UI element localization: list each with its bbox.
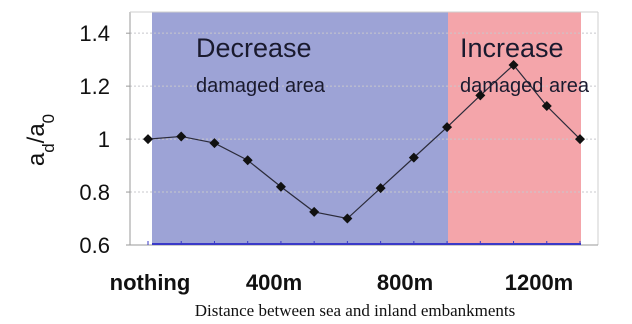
data-point xyxy=(342,213,353,224)
data-point xyxy=(475,90,486,101)
data-point xyxy=(508,59,519,70)
labels: 0.6 0.8 1 1.2 1.4 nothing 400m 800m 1200m Decreas… xyxy=(23,21,590,320)
region-increase xyxy=(448,12,581,245)
region-decrease xyxy=(152,12,448,245)
series-line xyxy=(147,64,581,220)
x-tick-label: 1200m xyxy=(505,270,574,295)
data-point xyxy=(442,122,453,133)
region-decrease-title: Decrease xyxy=(196,33,312,63)
region-increase-subtitle: damaged area xyxy=(460,75,590,97)
y-tick-label: 0.8 xyxy=(79,180,110,205)
data-point xyxy=(275,181,286,192)
data-point xyxy=(143,134,153,145)
y-tick-label: 1.4 xyxy=(79,21,110,46)
region-decrease-subtitle: damaged area xyxy=(196,75,326,97)
data-point xyxy=(176,131,187,142)
x-tick-label: 400m xyxy=(246,270,302,295)
background-regions xyxy=(152,12,581,245)
data-point xyxy=(375,183,386,194)
x-tick-label: nothing xyxy=(110,270,191,295)
data-point xyxy=(575,134,585,145)
grid xyxy=(130,32,598,193)
y-axis-label: ad/a0 xyxy=(23,114,58,166)
x-axis-label: Distance between sea and inland embankme… xyxy=(195,301,516,320)
series xyxy=(143,59,585,224)
data-point xyxy=(541,100,552,111)
axes xyxy=(126,11,599,246)
region-increase-title: Increase xyxy=(460,33,564,63)
data-point xyxy=(242,155,253,166)
y-tick-label: 1 xyxy=(98,127,110,152)
data-point xyxy=(309,206,320,217)
x-tick-label: 800m xyxy=(377,270,433,295)
data-point xyxy=(209,138,220,149)
data-point xyxy=(408,152,419,163)
y-tick-label: 0.6 xyxy=(79,233,110,258)
y-tick-label: 1.2 xyxy=(79,74,110,99)
